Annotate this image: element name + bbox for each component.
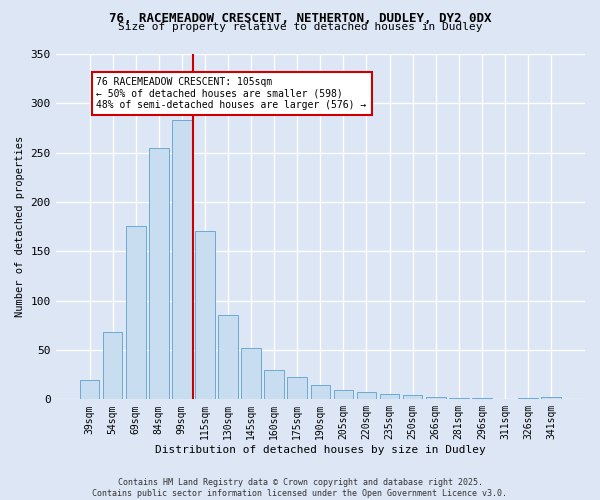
X-axis label: Distribution of detached houses by size in Dudley: Distribution of detached houses by size … [155,445,486,455]
Bar [449,398,469,400]
Bar [311,384,330,400]
Bar [287,376,307,400]
Text: 76, RACEMEADOW CRESCENT, NETHERTON, DUDLEY, DY2 0DX: 76, RACEMEADOW CRESCENT, NETHERTON, DUDL… [109,12,491,26]
Y-axis label: Number of detached properties: Number of detached properties [15,136,25,318]
Bar [334,390,353,400]
Bar [403,396,422,400]
Text: Size of property relative to detached houses in Dudley: Size of property relative to detached ho… [118,22,482,32]
Bar [472,398,492,400]
Bar [126,226,146,400]
Text: Contains HM Land Registry data © Crown copyright and database right 2025.
Contai: Contains HM Land Registry data © Crown c… [92,478,508,498]
Bar [80,380,100,400]
Bar [103,332,122,400]
Text: 76 RACEMEADOW CRESCENT: 105sqm
← 50% of detached houses are smaller (598)
48% of: 76 RACEMEADOW CRESCENT: 105sqm ← 50% of … [97,76,367,110]
Bar [241,348,261,400]
Bar [195,230,215,400]
Bar [380,394,400,400]
Bar [518,398,538,400]
Bar [541,398,561,400]
Bar [426,398,446,400]
Bar [218,316,238,400]
Bar [172,120,191,400]
Bar [265,370,284,400]
Bar [356,392,376,400]
Bar [149,148,169,400]
